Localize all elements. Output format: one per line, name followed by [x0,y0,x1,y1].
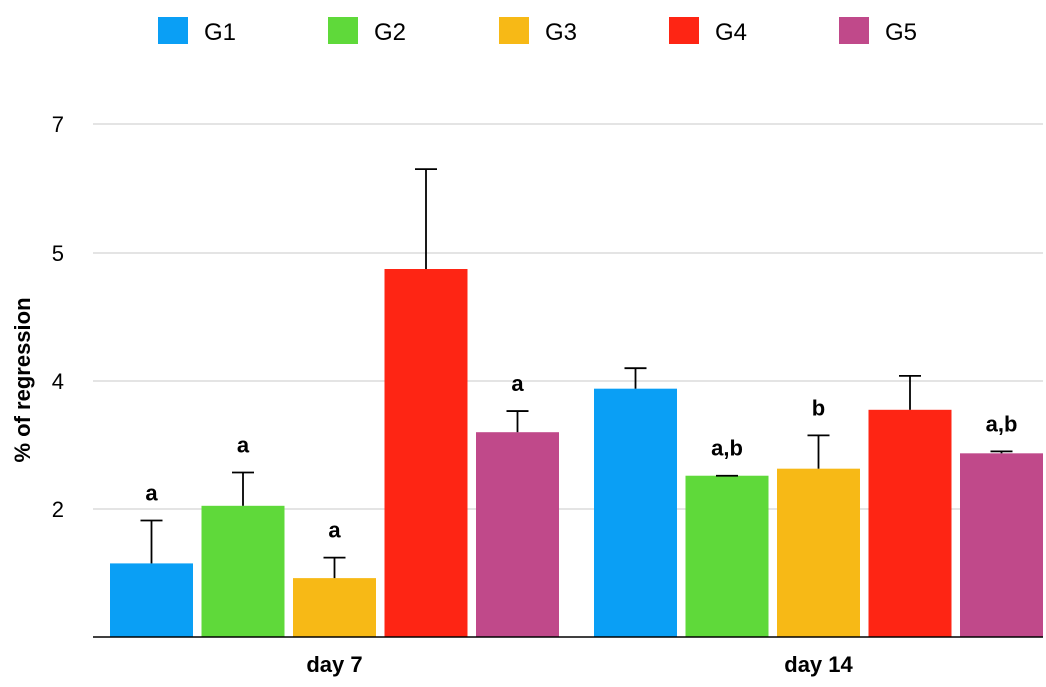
significance-label: a,b [986,411,1018,436]
y-tick-label: 5 [52,241,64,266]
y-axis-title: % of regression [10,297,35,462]
legend-label-g4: G4 [715,19,747,46]
legend: G1 G2 G3 G4 G5 [158,17,917,46]
bar-g3-day-14 [777,468,860,637]
bar-g5-day-7 [476,432,559,637]
y-tick-label: 7 [52,112,64,137]
bar-g4-day-14 [868,409,952,637]
legend-label-g2: G2 [374,19,406,46]
significance-label: a [237,433,250,458]
bars [110,269,1043,637]
bar-g4-day-7 [384,269,468,637]
y-tick-label: 4 [52,369,64,394]
legend-swatch-g3 [499,17,529,44]
legend-label-g1: G1 [204,19,236,46]
legend-label-g5: G5 [885,19,917,46]
significance-labels: a a a a a,b b a,b [145,371,1017,543]
legend-swatch-g2 [328,17,358,44]
bar-g2-day-14 [685,475,769,637]
legend-label-g3: G3 [545,19,577,46]
error-bars [140,168,1013,579]
legend-swatch-g4 [669,17,699,44]
bar-g1-day-7 [110,563,193,637]
bar-g1-day-14 [594,388,677,637]
bar-g5-day-14 [960,453,1043,637]
significance-label: a [511,371,524,396]
significance-label: b [812,395,825,420]
significance-label: a,b [711,436,743,461]
bar-g3-day-7 [293,578,376,637]
significance-label: a [145,481,158,506]
x-category-label: day 7 [306,652,362,677]
x-category-label: day 14 [784,652,853,677]
bar-g2-day-7 [201,505,285,637]
legend-swatch-g5 [839,17,869,44]
axes: 2 4 5 7 day 7 day 14 [52,112,1043,677]
significance-label: a [328,518,341,543]
y-tick-label: 2 [52,497,64,522]
legend-swatch-g1 [158,17,188,44]
